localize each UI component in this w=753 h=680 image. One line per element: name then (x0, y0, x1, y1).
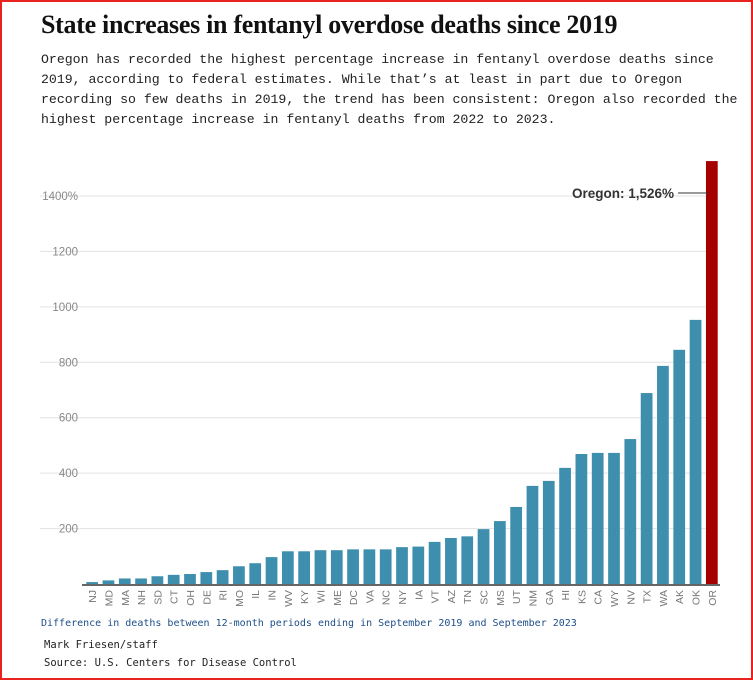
bar-wi (314, 550, 327, 584)
x-tick-label: ME (332, 590, 344, 606)
x-tick-label: CA (593, 590, 605, 605)
bar-sd (151, 576, 164, 584)
bar-wv (281, 551, 294, 584)
bar-ok (689, 319, 702, 584)
y-tick-label: 400 (59, 468, 78, 480)
x-tick-label: NV (625, 590, 637, 605)
annotation-oregon: Oregon: 1,526% (572, 186, 674, 201)
y-tick-label: 1000 (52, 302, 78, 314)
bar-hi (559, 467, 571, 584)
chart-subtitle: Oregon has recorded the highest percenta… (41, 52, 738, 127)
x-tick-label: AZ (446, 589, 458, 603)
bar-ak (673, 349, 686, 584)
bar-wa (657, 365, 669, 584)
x-tick-label: KY (299, 590, 311, 604)
x-tick-label: VT (430, 589, 442, 603)
bar-oh (184, 574, 196, 584)
y-tick-label: 800 (59, 357, 78, 369)
bar-vt (428, 541, 441, 584)
bar-sc (477, 529, 490, 584)
bar-ca (591, 452, 604, 584)
x-tick-label: TX (642, 590, 654, 603)
bar-or (705, 161, 718, 584)
credit: Mark Friesen/staff (44, 639, 158, 651)
x-tick-label: NY (397, 590, 409, 605)
bar-ny (396, 547, 408, 584)
x-tick-label: KS (576, 590, 588, 604)
bar-az (445, 537, 457, 584)
x-tick-label: OR (707, 590, 719, 606)
x-tick-label: IL (250, 590, 262, 599)
bar-tx (640, 393, 653, 584)
x-tick-label: OK (691, 590, 703, 605)
x-tick-label: NH (136, 590, 148, 605)
x-tick-label: NM (527, 590, 539, 606)
x-tick-label: WV (283, 590, 295, 607)
x-tick-label: CT (169, 589, 181, 604)
x-tick-label: NC (381, 590, 393, 606)
x-tick-label: NJ (87, 590, 99, 603)
bar-ri (216, 570, 229, 584)
bar-ks (575, 454, 588, 584)
bar-tn (461, 536, 474, 584)
bar-va (363, 549, 376, 584)
x-tick-label: DC (348, 590, 360, 606)
bar-nv (624, 439, 637, 584)
x-tick-label: HI (560, 590, 572, 601)
x-tick-label: SC (479, 590, 491, 605)
bar-mo (233, 566, 245, 584)
y-tick-label: 1400% (42, 191, 78, 203)
bar-ms (493, 521, 506, 584)
chart-note: Difference in deaths between 12-month pe… (41, 618, 577, 629)
bar-nm (526, 485, 539, 584)
bar-de (200, 572, 213, 584)
x-tick-label: UT (511, 589, 523, 604)
y-tick-label: 200 (59, 524, 78, 536)
x-tick-label: VA (364, 590, 376, 603)
x-tick-label: AK (674, 590, 686, 604)
bar-md (102, 580, 115, 584)
x-tick-label: GA (544, 590, 556, 605)
x-tick-label: MS (495, 590, 507, 606)
bar-wy (608, 452, 620, 584)
bar-ut (510, 506, 523, 584)
x-tick-label: MA (120, 590, 132, 606)
y-tick-label: 600 (59, 413, 78, 425)
x-tick-label: IA (413, 590, 425, 600)
x-tick-label: WI (315, 590, 327, 603)
x-tick-label: RI (218, 590, 230, 601)
source: Source: U.S. Centers for Disease Control (44, 657, 297, 669)
x-tick-label: WA (658, 590, 670, 607)
bar-nc (379, 549, 392, 584)
x-tick-label: SD (152, 590, 164, 605)
bar-me (330, 550, 343, 584)
chart-title: State increases in fentanyl overdose dea… (41, 10, 618, 39)
bar-nh (135, 578, 147, 584)
bar-ct (167, 574, 180, 584)
bar-ga (542, 480, 555, 584)
x-tick-label: IN (267, 590, 279, 601)
bar-in (265, 557, 278, 584)
x-tick-label: MD (103, 590, 115, 607)
x-tick-label: TN (462, 590, 474, 604)
x-tick-label: WY (609, 590, 621, 607)
x-tick-label: MO (234, 590, 246, 607)
bar-ia (412, 546, 425, 584)
bar-nj (86, 582, 99, 584)
bar-ma (118, 578, 131, 584)
x-tick-label: DE (201, 590, 213, 605)
bar-il (249, 563, 262, 584)
x-tick-label: OH (185, 590, 197, 606)
bar-dc (347, 549, 359, 584)
y-tick-label: 1200 (52, 246, 78, 258)
bar-ky (298, 551, 311, 584)
